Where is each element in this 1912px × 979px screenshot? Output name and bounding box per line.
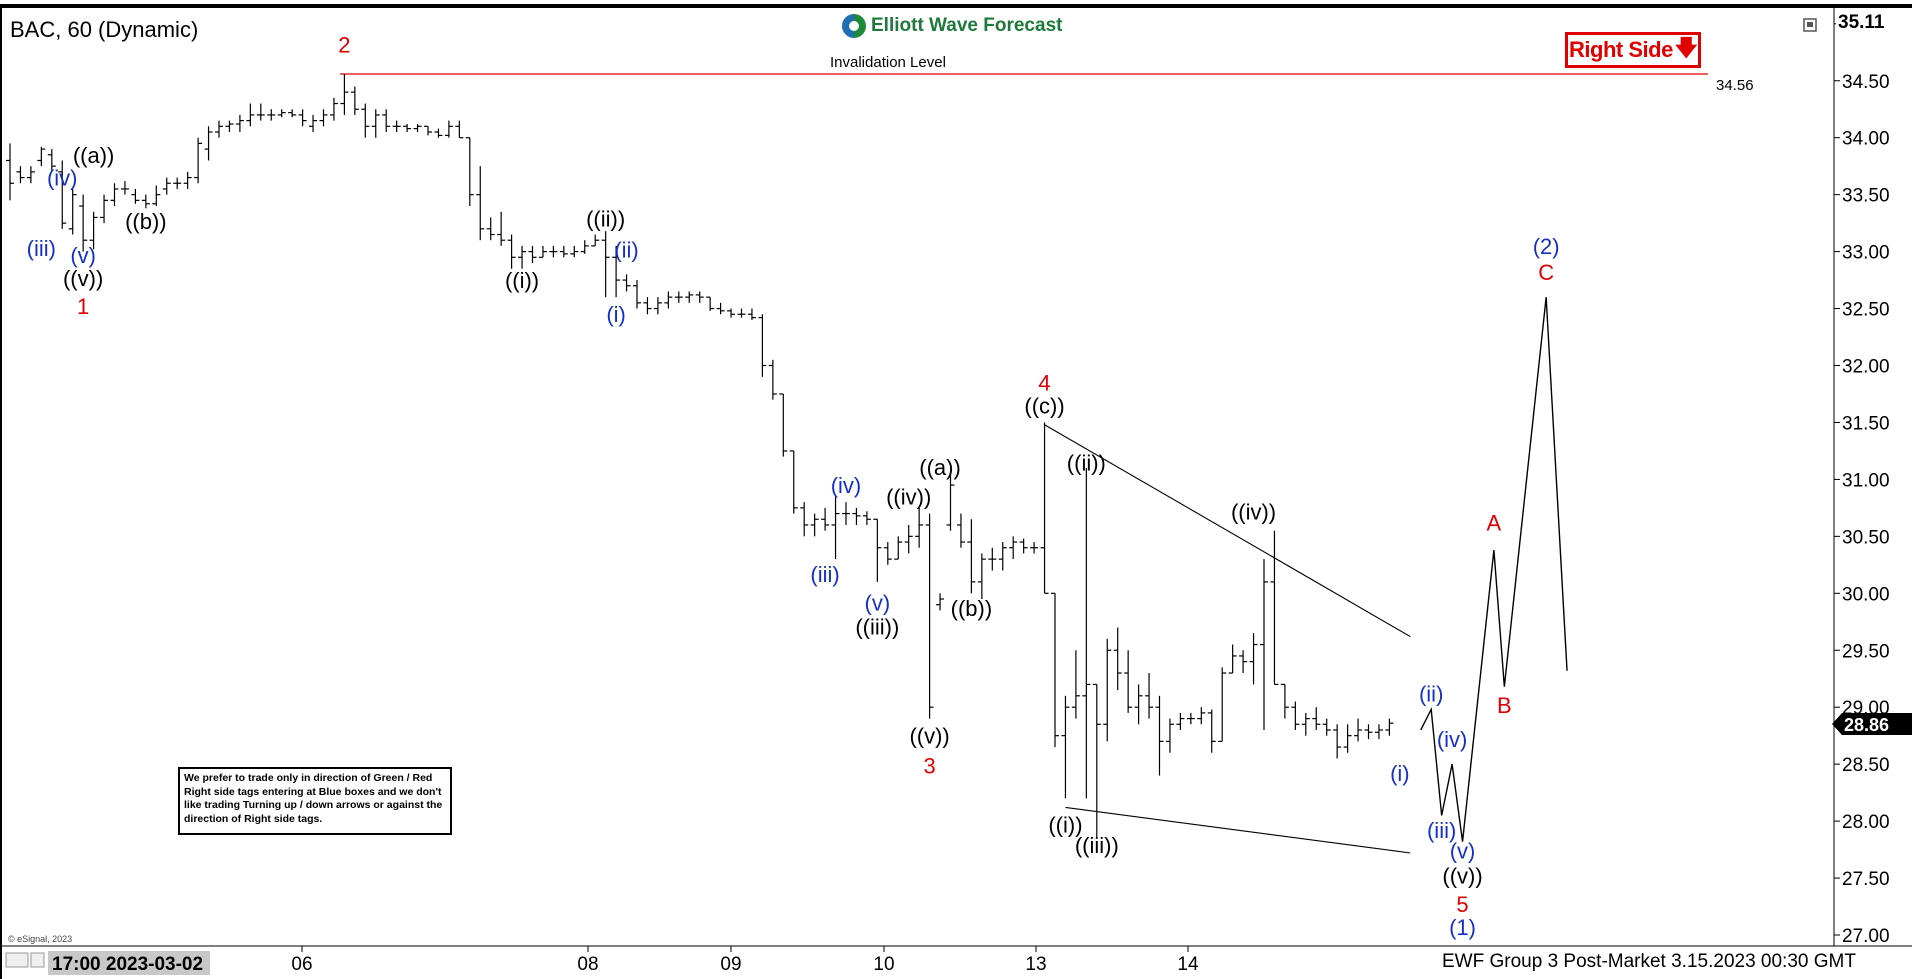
- wave-label: ((a)): [919, 455, 961, 480]
- wave-label: ((b)): [951, 596, 993, 621]
- wave-label: (v): [70, 243, 96, 268]
- triangle-trendlines: [1044, 424, 1411, 854]
- settings-icon[interactable]: [30, 952, 45, 968]
- y-tick-label: 28.00: [1842, 812, 1890, 833]
- x-tick-label: 14: [1177, 954, 1199, 975]
- wave-labels: ((a))(iv)(iii) (v)((v))1((b))2((i))((ii))…: [27, 32, 1560, 940]
- last-price-value: 28.86: [1844, 715, 1889, 735]
- wave-label: 3: [923, 753, 935, 778]
- wave-label: C: [1538, 260, 1554, 285]
- y-tick-label: 30.00: [1842, 584, 1890, 605]
- x-tick-label: 06: [291, 954, 312, 975]
- wave-label: (iv): [47, 166, 78, 191]
- wave-label: (iii): [1427, 818, 1456, 843]
- y-tick-label: 31.50: [1842, 413, 1890, 434]
- wave-label: ((b)): [125, 209, 167, 234]
- wave-label: (2): [1533, 234, 1560, 259]
- right-side-label: Right Side: [1569, 37, 1673, 62]
- projection-line: [1420, 297, 1568, 842]
- wave-label: 1: [77, 294, 89, 319]
- footer-time-box: [48, 951, 210, 975]
- y-tick-label: 33.00: [1842, 243, 1890, 264]
- projection-path: [1420, 297, 1568, 842]
- wave-label: ((iii)): [855, 614, 899, 639]
- wave-label: (ii): [614, 237, 638, 262]
- dyn-icon[interactable]: [5, 952, 29, 968]
- wave-label: 5: [1456, 892, 1468, 917]
- y-tick-label: 34.50: [1842, 72, 1890, 93]
- brand-name: Elliott Wave Forecast: [871, 15, 1063, 36]
- y-tick-label: 29.50: [1842, 641, 1890, 662]
- y-tick-label: 33.50: [1842, 186, 1890, 207]
- wave-label: ((i)): [505, 268, 539, 293]
- wave-label: ((c)): [1024, 393, 1064, 418]
- y-tick-label: 34.00: [1842, 129, 1890, 150]
- wave-label: ((a)): [73, 143, 115, 168]
- wave-label: (v): [1450, 839, 1476, 864]
- wave-label: ((ii)): [586, 207, 625, 232]
- x-tick-label: 13: [1025, 954, 1046, 975]
- footer-group-text: EWF Group 3 Post-Market 3.15.2023 00:30 …: [1442, 951, 1856, 972]
- brand-logo: Elliott Wave Forecast: [842, 12, 1062, 40]
- wave-label: B: [1497, 693, 1512, 718]
- trendline: [1044, 424, 1411, 638]
- trendline: [1065, 806, 1411, 854]
- wave-label: A: [1487, 511, 1502, 536]
- y-tick-label: 32.00: [1842, 357, 1890, 378]
- restore-icon-inner: [1807, 22, 1813, 27]
- top-price-box: [1836, 8, 1912, 34]
- wave-label: (iv): [1437, 727, 1468, 752]
- wave-label: ((v)): [1442, 864, 1482, 889]
- last-price-tag: [1832, 713, 1912, 735]
- wave-label: (v): [865, 590, 891, 615]
- price-bars: [6, 73, 1394, 839]
- copyright: © eSignal, 2023: [8, 934, 72, 944]
- y-tick-label: 28.50: [1842, 755, 1890, 776]
- y-tick-label: 32.50: [1842, 300, 1890, 321]
- price-axis: 35.0034.5034.0033.5033.0032.5032.0031.50…: [1834, 15, 1890, 947]
- time-axis: 06 08 09 10 13 14: [291, 946, 1199, 975]
- wave-label: 2: [338, 32, 350, 57]
- footer-start-time: 17:00 2023-03-02: [52, 954, 203, 975]
- invalidation-label: Invalidation Level: [830, 54, 946, 71]
- top-price-value: 35.11: [1838, 12, 1885, 33]
- wave-label: ((v)): [909, 724, 949, 749]
- y-tick-label: 30.50: [1842, 527, 1890, 548]
- wave-label: ((iii)): [1075, 833, 1119, 858]
- wave-label: ((v)): [63, 266, 103, 291]
- down-arrow-icon: 🡇: [1674, 35, 1698, 60]
- wave-label: ((ii)): [1067, 450, 1106, 475]
- wave-label: (i): [1390, 761, 1410, 786]
- wave-label: (iii): [27, 236, 56, 261]
- x-tick-label: 10: [873, 954, 894, 975]
- right-side-tag: Right Side 🡇: [1565, 32, 1701, 68]
- wave-label: ((iv)): [886, 484, 931, 509]
- wave-label: (iv): [831, 473, 862, 498]
- y-tick-label: 27.00: [1842, 926, 1890, 947]
- wave-label: (i): [606, 302, 626, 327]
- y-tick-label: 27.50: [1842, 869, 1890, 890]
- wave-label: ((i)): [1048, 812, 1082, 837]
- wave-label: 4: [1038, 371, 1050, 396]
- trading-note: We prefer to trade only in direction of …: [178, 767, 452, 835]
- wave-label: (1): [1449, 915, 1476, 940]
- brand-logo-icon: [842, 14, 866, 38]
- wave-label: ((iv)): [1231, 499, 1276, 524]
- invalidation-value: 34.56: [1716, 77, 1754, 94]
- wave-label: (ii): [1419, 682, 1443, 707]
- y-tick-label: 31.00: [1842, 470, 1890, 491]
- wave-label: (iii): [810, 562, 839, 587]
- symbol-title: BAC, 60 (Dynamic): [10, 17, 198, 42]
- x-tick-label: 08: [577, 954, 598, 975]
- x-tick-label: 09: [720, 954, 741, 975]
